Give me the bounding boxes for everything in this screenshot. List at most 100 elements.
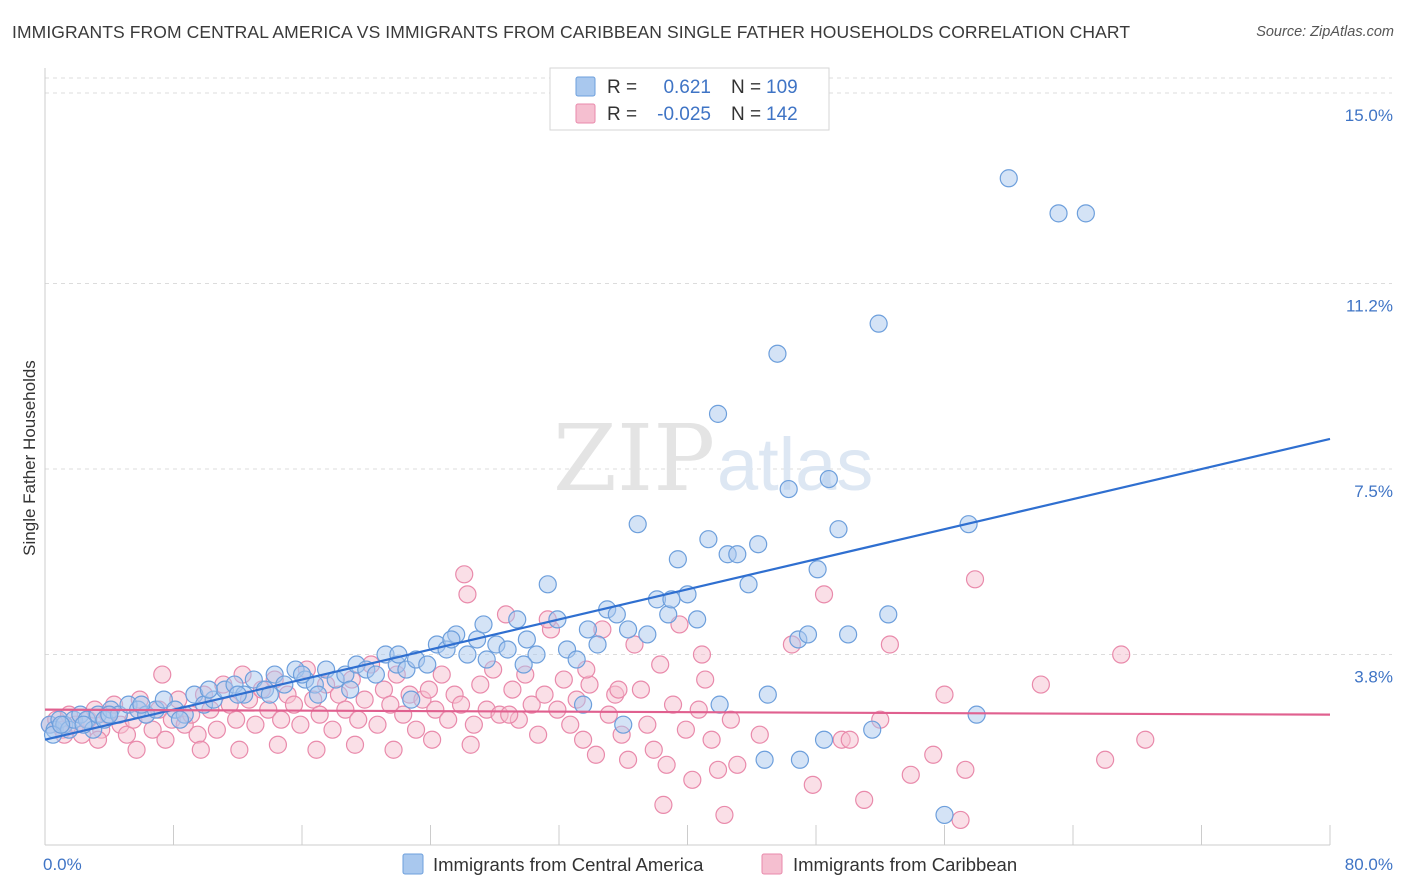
point-caribbean [586,745,606,764]
point-central-america [199,680,218,699]
point-caribbean [618,750,638,769]
point-caribbean [750,725,769,744]
point-central-america [458,645,477,664]
point-central-america [790,750,810,769]
point-caribbean [349,710,368,729]
y-tick-label: 7.5% [1354,482,1393,501]
x-tick-label: 0.0% [43,855,82,874]
point-central-america [668,550,687,569]
point-caribbean [227,710,246,729]
point-caribbean [535,685,554,704]
tick-labels: 3.8% 7.5% 11.2% 15.0% 0.0% 80.0% [43,106,1393,874]
point-caribbean [451,695,471,714]
point-central-america [659,605,678,624]
y-tick-label: 15.0% [1345,106,1393,125]
point-central-america [798,625,818,644]
y-tick-label: 3.8% [1354,668,1393,687]
point-caribbean [728,755,747,774]
point-caribbean [548,700,567,719]
point-caribbean [439,710,458,729]
bottom-legend-label-central-america: Immigrants from Central America [433,854,704,875]
point-caribbean [522,695,541,714]
point-central-america [755,750,774,769]
point-caribbean [924,745,943,764]
point-caribbean [721,710,740,729]
point-caribbean [355,690,374,709]
point-central-america [100,705,119,724]
point-caribbean [188,725,207,744]
point-caribbean [1112,645,1131,664]
point-caribbean [268,735,288,754]
point-central-america [418,655,437,674]
point-central-america [607,605,626,624]
point-caribbean [625,635,644,654]
point-caribbean [458,585,477,604]
point-caribbean [715,805,734,825]
point-caribbean [657,755,676,774]
point-caribbean [631,680,651,699]
point-caribbean [323,720,342,739]
point-caribbean [246,715,265,734]
point-central-america [578,620,598,639]
point-caribbean [230,740,249,759]
point-caribbean [654,795,673,814]
point-caribbean [394,705,413,724]
point-central-america [688,610,707,629]
point-central-america [768,344,787,363]
legend-n-value-2: 142 [766,104,798,125]
point-central-america [1076,204,1095,223]
point-caribbean [683,770,702,789]
point-caribbean [455,565,474,584]
point-caribbean [153,665,172,684]
point-caribbean [117,725,137,744]
point-caribbean [901,765,920,784]
point-central-america [132,695,151,714]
point-central-america [999,169,1018,188]
point-caribbean [284,695,304,714]
point-caribbean [381,695,400,714]
point-central-america [538,575,557,594]
point-caribbean [880,635,899,654]
legend-n-label-1: N = [731,77,761,98]
legend-r-label-2: R = [607,104,637,125]
y-tick-label: 11.2% [1346,297,1393,316]
point-caribbean [345,735,365,754]
point-caribbean [419,680,438,699]
trend-line-central-america [44,437,1331,741]
point-central-america [341,680,360,699]
point-central-america [517,630,536,649]
point-caribbean [368,715,387,734]
point-caribbean [500,705,519,724]
point-caribbean [1136,730,1155,749]
point-caribbean [840,730,859,749]
point-central-america [710,695,729,714]
point-caribbean [708,760,728,779]
point-central-america [474,615,493,634]
trend-lines [44,437,1331,741]
point-caribbean [855,790,874,809]
point-caribbean [935,685,954,704]
point-caribbean [272,710,291,729]
point-central-america [573,695,593,714]
point-central-america [588,635,607,654]
point-central-america [814,730,834,749]
grid-lines [45,77,1392,656]
point-central-america [527,645,546,664]
point-caribbean [644,740,663,759]
point-caribbean [663,695,683,714]
point-caribbean [291,715,310,734]
point-caribbean [696,670,715,689]
point-central-america [708,404,728,423]
point-caribbean [951,810,970,830]
point-central-america [366,665,385,684]
point-caribbean [191,740,210,759]
point-central-america [402,690,421,709]
point-central-america [628,515,647,534]
point-caribbean [956,760,975,779]
point-caribbean [127,740,146,759]
bottom-legend-swatch-pink [761,853,783,875]
point-central-america [728,545,747,564]
point-caribbean [1031,675,1050,694]
point-caribbean [432,665,451,684]
chart-title: IMMIGRANTS FROM CENTRAL AMERICA VS IMMIG… [12,22,1131,42]
